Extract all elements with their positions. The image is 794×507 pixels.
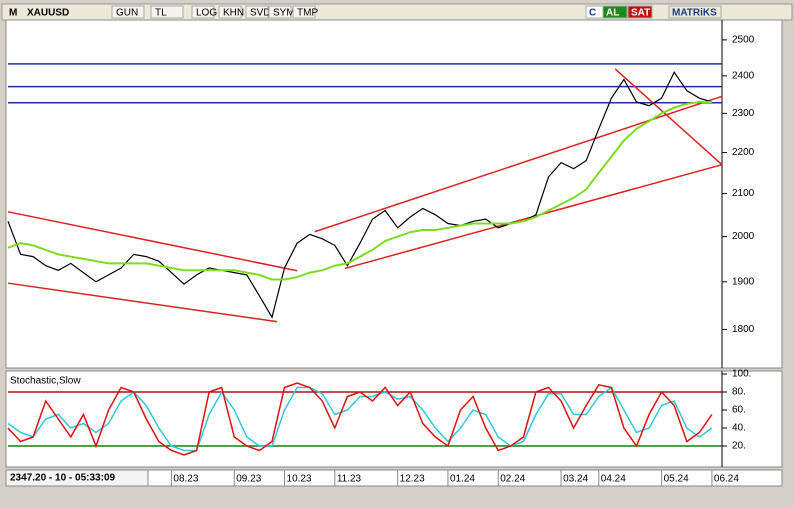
toolbar-button[interactable] <box>111 5 145 19</box>
x-tick-label: 09.23 <box>236 474 261 485</box>
toolbar-right-button[interactable] <box>668 5 722 19</box>
x-tick-label: 03.24 <box>563 474 588 485</box>
x-tick-label: 10.23 <box>287 474 312 485</box>
x-tick-label: 12.23 <box>400 474 425 485</box>
price-panel <box>5 19 783 369</box>
y-tick-label: 60. <box>732 405 746 416</box>
x-tick-label: 08.23 <box>173 474 198 485</box>
y-tick-label: 2000 <box>732 231 755 242</box>
toolbar-button-label[interactable]: GUN <box>116 8 138 19</box>
x-tick-label: 02.24 <box>500 474 525 485</box>
symbol: XAUUSD <box>27 8 69 19</box>
toolbar-button[interactable] <box>292 5 316 19</box>
y-tick-label: 2100 <box>732 188 755 199</box>
toolbar-button-label[interactable]: LOG <box>196 8 217 19</box>
status-box <box>5 469 149 487</box>
toolbar-button-label[interactable]: SYM <box>273 8 295 19</box>
toolbar-button-label[interactable]: KHN <box>223 8 244 19</box>
toolbar-button-label[interactable]: TMP <box>297 8 318 19</box>
x-tick-label: 01.24 <box>450 474 475 485</box>
x-tick-label: 04.24 <box>601 474 626 485</box>
y-tick-label: 2300 <box>732 108 755 119</box>
y-tick-label: 80. <box>732 387 746 398</box>
trend-line <box>7 211 298 272</box>
toolbar-button[interactable] <box>268 5 292 19</box>
toolbar-right-label[interactable]: SAT <box>631 8 650 19</box>
status: 2347.20 - 10 - 05:33:09 <box>10 473 116 484</box>
toolbar-right-button[interactable] <box>627 5 653 19</box>
toolbar-button-label[interactable]: TL <box>155 8 167 19</box>
y-tick-label: 20. <box>732 441 746 452</box>
toolbar-button-label[interactable]: SVD <box>250 8 271 19</box>
y-tick-label: 2500 <box>732 35 755 46</box>
y-tick-label: 100. <box>732 369 751 380</box>
series-line <box>7 382 713 456</box>
x-tick-label: 06.24 <box>714 474 739 485</box>
trend-line <box>7 282 278 323</box>
series-line <box>7 101 712 281</box>
toolbar-right-button[interactable] <box>602 5 628 19</box>
y-tick-label: 2200 <box>732 147 755 158</box>
y-tick-label: 1800 <box>732 324 755 335</box>
series-line <box>7 386 713 452</box>
x-tick-label: 05.24 <box>664 474 689 485</box>
y-tick-label: 40. <box>732 423 746 434</box>
toolbar-button[interactable] <box>191 5 215 19</box>
y-tick-label: 2400 <box>732 70 755 81</box>
toolbar-button[interactable] <box>218 5 242 19</box>
toolbar-right-label[interactable]: C <box>589 8 596 19</box>
logo: M <box>9 8 17 19</box>
y-tick-label: 1900 <box>732 276 755 287</box>
stoch-panel <box>5 370 783 468</box>
x-tick-label: 11.23 <box>337 474 362 485</box>
toolbar-right-label[interactable]: AL <box>606 8 619 19</box>
toolbar-button[interactable] <box>245 5 269 19</box>
toolbar-right-label[interactable]: MATRiKS <box>672 8 717 19</box>
toolbar-button[interactable] <box>150 5 184 19</box>
trend-line <box>614 68 723 166</box>
stoch-title: Stochastic,Slow <box>10 376 81 387</box>
